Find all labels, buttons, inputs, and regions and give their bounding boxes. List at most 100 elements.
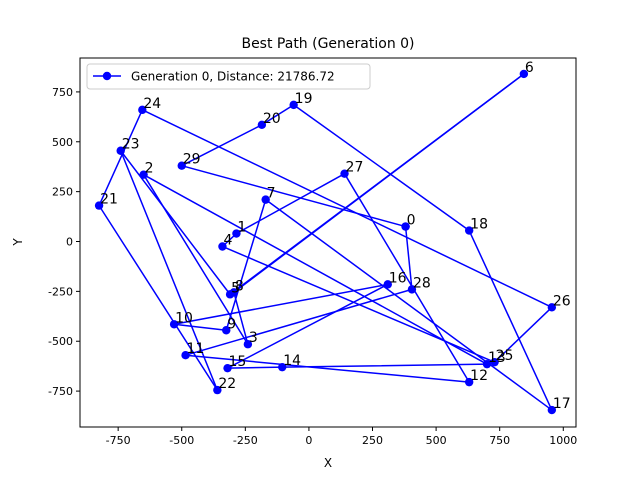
city-label: 12 xyxy=(470,368,488,384)
x-tick-label: 750 xyxy=(489,434,510,447)
city-label: 24 xyxy=(143,96,161,112)
city-label: 22 xyxy=(218,376,236,392)
city-label: 26 xyxy=(553,293,571,309)
city-point xyxy=(490,357,499,367)
path-segment xyxy=(264,198,553,411)
legend-box xyxy=(86,63,371,90)
chart-title: Best Path (Generation 0) xyxy=(241,36,414,52)
city-label: 19 xyxy=(295,91,313,107)
y-tick-label: 0 xyxy=(66,236,73,249)
city-point xyxy=(94,201,104,210)
city-label: 3 xyxy=(249,330,258,346)
city-point xyxy=(243,340,253,349)
path-layer xyxy=(98,73,553,411)
city-label: 21 xyxy=(100,192,118,208)
y-tick-label: 750 xyxy=(52,86,73,99)
city-point xyxy=(138,105,147,115)
x-tick-label: -250 xyxy=(233,434,258,447)
legend-label: Generation 0, Distance: 21786.72 xyxy=(131,70,335,84)
city-label: 15 xyxy=(229,354,247,370)
x-tick-label: -750 xyxy=(106,434,131,447)
path-segment xyxy=(184,288,413,356)
city-label: 25 xyxy=(496,348,514,364)
path-segment xyxy=(141,109,553,309)
path-segment xyxy=(98,109,144,207)
city-point xyxy=(139,170,148,179)
path-segment xyxy=(142,173,488,365)
city-label: 4 xyxy=(223,232,232,248)
city-point xyxy=(340,169,349,178)
y-tick-label: -250 xyxy=(48,285,73,298)
city-label: 7 xyxy=(267,186,276,202)
city-label: 6 xyxy=(525,60,534,76)
city-point xyxy=(383,280,392,289)
path-segment xyxy=(229,73,525,296)
city-label: 28 xyxy=(413,275,431,291)
city-label: 11 xyxy=(187,341,205,357)
path-segment xyxy=(468,229,553,411)
path-segment xyxy=(98,204,219,391)
axes-frame xyxy=(79,57,577,428)
city-label: 0 xyxy=(407,213,416,229)
city-point xyxy=(547,405,557,415)
city-point xyxy=(181,350,190,360)
city-label: 17 xyxy=(553,396,571,412)
city-point xyxy=(223,363,232,373)
y-tick-label: 250 xyxy=(52,186,73,199)
path-segment xyxy=(119,149,231,296)
city-point xyxy=(407,285,417,294)
path-segment xyxy=(173,323,228,332)
x-tick-label: 1000 xyxy=(549,434,577,447)
city-point xyxy=(482,359,492,369)
path-segment xyxy=(184,354,470,383)
city-label: 2 xyxy=(145,161,154,177)
legend: Generation 0, Distance: 21786.72 xyxy=(86,63,371,90)
path-segment xyxy=(292,104,470,232)
city-label: 5 xyxy=(231,280,240,296)
city-point xyxy=(547,303,557,312)
y-ticks: -750 -500 -250 0 250 500 750 xyxy=(48,86,80,398)
city-label: 16 xyxy=(389,270,407,286)
city-point xyxy=(464,377,474,387)
city-label: 1 xyxy=(237,220,246,236)
x-tick-label: 500 xyxy=(426,434,447,447)
y-tick-label: -500 xyxy=(48,335,73,348)
city-point xyxy=(232,229,241,238)
city-point xyxy=(218,242,227,251)
path-segment xyxy=(180,164,407,228)
city-point xyxy=(225,290,235,299)
city-point xyxy=(257,120,267,130)
path-segment xyxy=(180,124,263,167)
x-tick-label: 0 xyxy=(305,434,312,447)
path-segment xyxy=(235,172,346,235)
path-segment xyxy=(173,283,389,326)
city-point xyxy=(401,222,410,231)
legend-marker-swatch xyxy=(102,71,112,81)
city-point xyxy=(169,320,179,329)
city-label: 9 xyxy=(227,316,236,332)
city-point xyxy=(116,146,125,155)
points-layer xyxy=(94,69,557,415)
city-point xyxy=(261,195,270,204)
path-segment xyxy=(261,104,295,126)
city-label: 20 xyxy=(263,111,281,127)
city-point xyxy=(519,69,529,79)
city-point xyxy=(213,385,222,395)
y-tick-label: 500 xyxy=(52,136,73,149)
city-label: 18 xyxy=(470,217,488,233)
city-label: 29 xyxy=(183,152,201,168)
city-label: 13 xyxy=(488,350,506,366)
x-ticks: -750 -500 -250 0 250 500 750 1000 xyxy=(106,427,577,447)
city-point xyxy=(177,161,186,170)
x-tick-label: 250 xyxy=(362,434,383,447)
x-axis-label: X xyxy=(324,456,332,470)
path-segment xyxy=(226,283,389,369)
city-point xyxy=(222,326,231,335)
city-point xyxy=(289,100,298,110)
x-tick-label: -500 xyxy=(169,434,194,447)
city-label: 23 xyxy=(122,137,140,153)
path-segment xyxy=(233,291,249,345)
